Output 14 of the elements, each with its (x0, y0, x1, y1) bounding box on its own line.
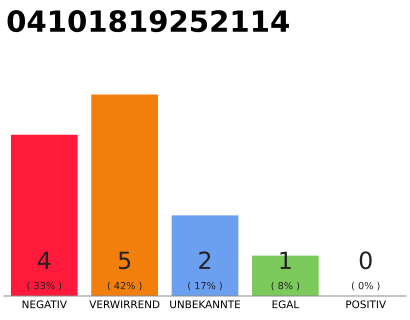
x-tick-label: NEGATIV (22, 300, 67, 308)
x-tick-label: EGAL (272, 300, 300, 308)
data-label: 0 ( 0% ) (352, 251, 380, 290)
x-tick-label: POSITIV (346, 300, 386, 308)
data-label: 1 ( 8% ) (272, 252, 300, 290)
data-label: 5 ( 42% ) (108, 252, 142, 290)
bar (91, 94, 158, 296)
x-tick-label: UNBEKANNTE (170, 300, 240, 308)
bar (172, 215, 238, 296)
bar (10, 134, 78, 296)
data-label: 4 ( 33% ) (27, 252, 62, 290)
x-tick-label: VERWIRREND (89, 300, 160, 308)
data-label: 2 ( 17% ) (188, 251, 222, 290)
chart-title: 04101819252114 (8, 10, 289, 32)
